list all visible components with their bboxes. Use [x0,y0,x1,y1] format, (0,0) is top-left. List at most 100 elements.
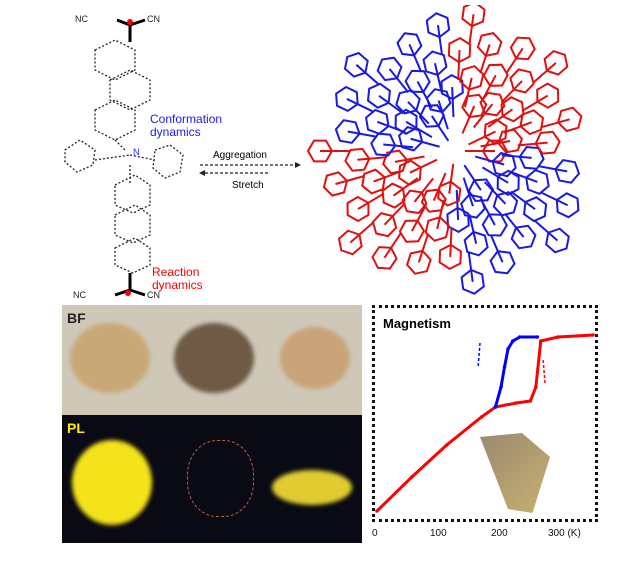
bond [461,105,476,134]
bond [405,120,433,139]
data-point [479,415,484,419]
bond [468,14,475,45]
bond [463,164,482,191]
data-point [535,335,540,339]
powder-sample-1 [70,323,150,393]
bond [501,154,532,159]
bond [408,43,423,73]
powder-sample-2 [174,323,254,393]
data-point [514,401,519,405]
phenyl-ring [405,249,432,275]
label-line: dynamics [152,278,203,292]
bond [451,87,455,118]
bond [409,158,438,174]
data-point [502,365,507,369]
bright-field-photo-row: BF [62,305,362,415]
bond [383,232,402,259]
bond [383,202,406,226]
phenyl-ring [398,159,422,186]
photoluminescence-photo-row: PL [62,415,362,543]
plot-area [375,333,595,513]
bond [449,226,453,257]
svg-text:CN: CN [147,14,160,24]
bond [357,192,385,210]
bond [383,143,414,149]
phenyl-ring [334,119,361,144]
data-point [506,347,510,351]
conformation-dynamics-label: Conformation dynamics [150,113,222,139]
bond [532,62,557,84]
powder-sample-3 [280,327,350,389]
bond [433,63,443,93]
aggregation-label: Aggregation [213,150,267,161]
bond [346,98,375,113]
bond [510,190,536,210]
svg-text:NC: NC [75,14,88,24]
phenyl-ring [525,168,550,195]
bond [357,156,388,161]
bond [464,77,473,108]
radical-dot-icon [125,290,131,296]
bond [349,221,374,244]
phenyl-ring [523,196,548,223]
bf-label: BF [67,310,86,326]
x-tick-label: 100 [430,528,447,539]
bond [432,172,447,202]
crystal-packing-structure [306,5,583,295]
bond [388,68,410,93]
data-point [410,475,414,479]
phenyl-ring [543,49,569,76]
bond [540,191,569,207]
bond [417,233,430,263]
bond [483,181,507,205]
bond [472,103,494,129]
bond [394,155,425,163]
radical-dot-icon [127,19,133,25]
bond [517,141,548,147]
bond [448,163,455,194]
bond [457,50,461,81]
reaction-dynamics-label: Reaction dynamics [152,266,203,292]
phenyl-ring [554,159,581,184]
data-point [538,339,543,343]
pl-label: PL [67,420,85,436]
bond [481,166,509,184]
molecule-structure: NC CN NC CN N [64,14,301,300]
bond [467,251,474,282]
bond [504,212,525,238]
phenyl-ring [482,63,509,87]
bond [407,101,430,125]
phenyl-ring [366,82,391,109]
emission-sample-3 [272,470,352,505]
bond [455,189,460,220]
cooling-arrow-icon [477,342,481,369]
magnetism-chart: Magnetism [372,305,598,522]
phenyl-ring [500,96,525,123]
phenyl-ring [346,195,370,223]
bond [431,115,450,142]
bond [335,175,365,185]
bond [437,100,449,130]
heating-curve [375,333,594,513]
emission-sample-1 [72,440,152,525]
bond [540,118,570,129]
data-point [444,443,449,447]
bond [537,165,568,173]
phenyl-ring [398,219,426,243]
bond [392,177,419,197]
svg-text:CN: CN [147,290,160,300]
bond [347,130,378,138]
phenyl-ring [371,246,398,270]
x-tick-label: 200 [491,528,508,539]
x-tick-label: 0 [372,528,378,539]
x-tick-label: 300 (K) [548,528,581,539]
phenyl-ring [322,171,349,197]
stretch-label: Stretch [232,180,264,191]
bond [480,140,511,148]
chart-title: Magnetism [383,316,451,331]
bond [468,214,478,244]
bond [355,64,380,86]
label-line: Reaction [152,265,200,279]
data-point [591,333,595,337]
bond [487,108,514,128]
